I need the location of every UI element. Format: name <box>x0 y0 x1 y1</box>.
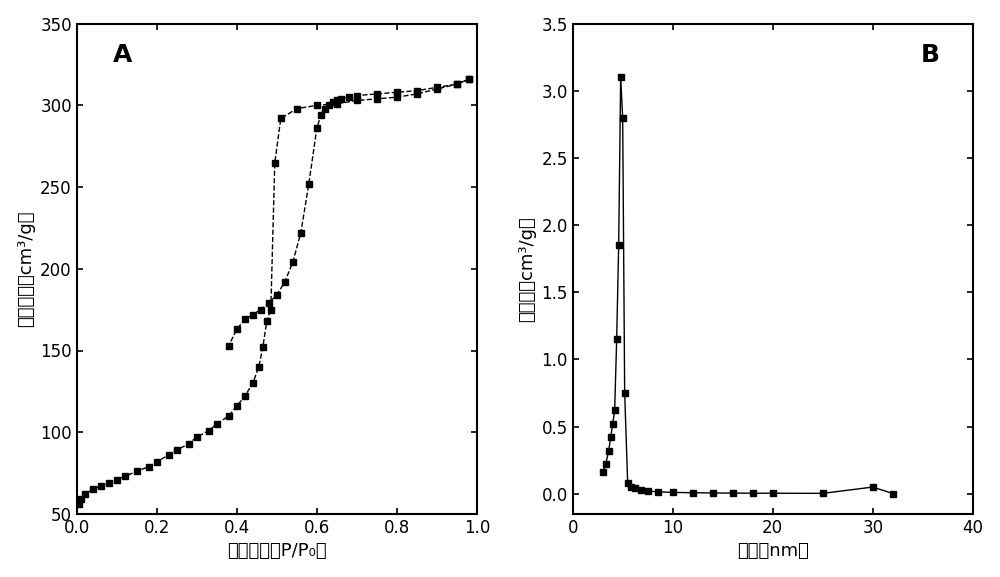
Text: B: B <box>921 43 940 68</box>
Y-axis label: 孔体积（cm³/g）: 孔体积（cm³/g） <box>518 216 536 321</box>
X-axis label: 相对压力（P/P₀）: 相对压力（P/P₀） <box>227 542 327 560</box>
Text: A: A <box>113 43 132 68</box>
X-axis label: 孔径（nm）: 孔径（nm） <box>737 542 809 560</box>
Y-axis label: 吸附体积（cm³/g）: 吸附体积（cm³/g） <box>17 211 35 327</box>
